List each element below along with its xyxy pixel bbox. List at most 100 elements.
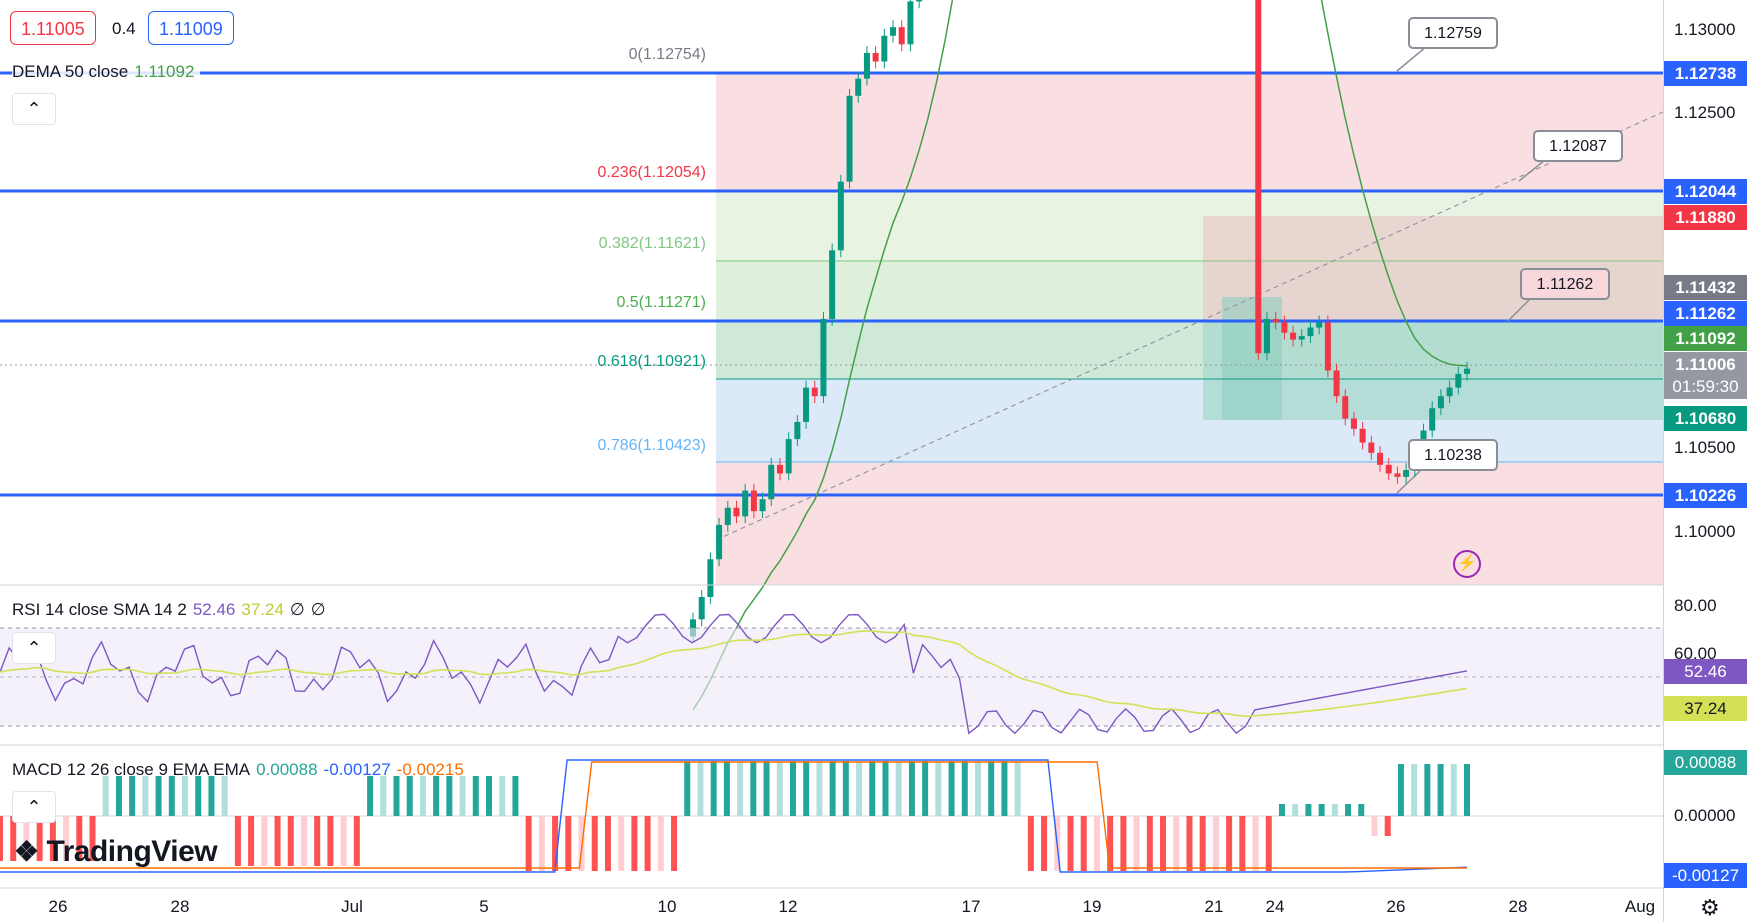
candle-body[interactable]	[1281, 322, 1288, 333]
candle-body[interactable]	[855, 78, 862, 96]
macd-bar	[353, 816, 360, 866]
macd-bar	[221, 776, 228, 816]
candle-body[interactable]	[1385, 464, 1392, 474]
callout-112759[interactable]: 1.12759	[1408, 17, 1498, 49]
candle-body[interactable]	[890, 27, 897, 36]
macd-legend[interactable]: MACD 12 26 close 9 EMA EMA 0.00088 -0.0012…	[12, 760, 470, 780]
candle-body[interactable]	[829, 250, 836, 319]
candle-body[interactable]	[1437, 396, 1444, 409]
callout-110238[interactable]: 1.10238	[1408, 439, 1498, 471]
collapse-price-legend-button[interactable]: ⌃	[12, 93, 56, 125]
candle-body[interactable]	[724, 507, 731, 525]
macd-bar	[1292, 804, 1299, 816]
dema-legend[interactable]: DEMA 50 close 1.11092	[12, 62, 201, 82]
rsi-legend[interactable]: RSI 14 close SMA 14 2 52.46 37.24 ∅ ∅	[12, 600, 332, 620]
candle-body[interactable]	[698, 597, 705, 620]
candle-body[interactable]	[1298, 336, 1305, 340]
ask-button[interactable]: 1.11009	[148, 11, 234, 45]
candle-body[interactable]	[742, 490, 749, 517]
candle-body[interactable]	[1263, 318, 1270, 354]
macd-bar	[182, 776, 189, 816]
price-label-current: 1.11006	[1664, 352, 1747, 377]
callout-112087[interactable]: 1.12087	[1533, 130, 1623, 162]
candle-body[interactable]	[776, 464, 783, 474]
candle-body[interactable]	[811, 387, 818, 397]
candle-body[interactable]	[803, 387, 810, 422]
candle-body[interactable]	[898, 27, 905, 45]
candle-body[interactable]	[750, 490, 757, 512]
macd-bar	[234, 816, 241, 866]
candle-body[interactable]	[759, 499, 766, 512]
candle-body[interactable]	[768, 464, 775, 500]
candle-body[interactable]	[863, 52, 870, 79]
macd-bar	[671, 816, 678, 871]
macd-bar	[618, 816, 625, 871]
candle-body[interactable]	[690, 619, 696, 637]
macd-bar	[1371, 816, 1378, 836]
candle-body[interactable]	[1350, 418, 1357, 429]
candle-body[interactable]	[785, 439, 792, 474]
macd-bar	[1160, 816, 1167, 871]
candle-body[interactable]	[1255, 0, 1262, 354]
collapse-macd-legend-button[interactable]: ⌃	[12, 791, 56, 823]
callout-line-1	[1396, 45, 1428, 72]
macd-legend-name: MACD 12 26 close 9 EMA EMA	[12, 760, 251, 779]
candle-body[interactable]	[1290, 332, 1297, 340]
candle-body[interactable]	[1455, 373, 1462, 388]
macd-bar	[604, 816, 611, 871]
candle-body[interactable]	[733, 507, 740, 517]
candle-body[interactable]	[1429, 408, 1436, 431]
collapse-rsi-legend-button[interactable]: ⌃	[12, 632, 56, 664]
candle-body[interactable]	[1394, 473, 1401, 477]
lightning-icon[interactable]: ⚡	[1453, 550, 1481, 578]
candle-body[interactable]	[1368, 442, 1375, 453]
candle-body[interactable]	[1377, 452, 1384, 465]
price-label-110680: 1.10680	[1664, 406, 1747, 431]
candle-body[interactable]	[1272, 318, 1279, 323]
rsi-value-label: 52.46	[1664, 659, 1747, 684]
macd-bar	[419, 776, 426, 816]
candle-body[interactable]	[820, 318, 827, 397]
macd-bar	[36, 816, 43, 861]
price-label-111092: 1.11092	[1664, 326, 1747, 351]
candle-body[interactable]	[1446, 387, 1453, 397]
macd-histogram	[0, 761, 1470, 871]
candle-body[interactable]	[716, 524, 723, 560]
candle-body[interactable]	[1403, 470, 1410, 477]
candle-body[interactable]	[881, 35, 888, 62]
candle-body[interactable]	[1333, 370, 1340, 397]
callout-111262[interactable]: 1.11262	[1520, 268, 1610, 300]
candle-body[interactable]	[1342, 396, 1349, 419]
macd-bar	[1133, 816, 1140, 871]
macd-bar	[1186, 816, 1193, 871]
macd-bar	[697, 761, 704, 816]
candle-body[interactable]	[1324, 322, 1331, 371]
candle-body[interactable]	[794, 421, 801, 440]
tradingview-logo[interactable]: ❖ TradingView	[14, 835, 218, 869]
bid-button[interactable]: 1.11005	[10, 11, 96, 45]
candle-body[interactable]	[1359, 428, 1366, 443]
macd-legend-v3: -0.00215	[396, 760, 464, 779]
price-label-111432: 1.11432	[1664, 275, 1747, 300]
candle-body[interactable]	[837, 181, 844, 251]
candle-body[interactable]	[916, 0, 923, 2]
price-chart[interactable]	[0, 0, 1663, 922]
candle-body[interactable]	[1307, 327, 1314, 337]
candle-body[interactable]	[707, 559, 714, 598]
macd-bar	[314, 816, 321, 866]
candle-body[interactable]	[872, 52, 879, 62]
candle-body[interactable]	[907, 1, 914, 45]
date-tick: 28	[170, 897, 190, 916]
macd-bar	[155, 776, 162, 816]
dema-legend-value: 1.11092	[134, 62, 195, 81]
macd-bar	[1397, 764, 1404, 816]
target-filled	[1222, 297, 1282, 420]
macd-bar	[710, 761, 717, 816]
price-label-110226: 1.10226	[1664, 483, 1747, 508]
settings-gear-icon[interactable]: ⚙	[1700, 895, 1720, 920]
fib-label-0618: 0.618(1.10921)	[597, 353, 706, 370]
candle-body[interactable]	[846, 95, 853, 182]
candle-body[interactable]	[1316, 322, 1323, 328]
candle-body[interactable]	[1464, 368, 1470, 374]
